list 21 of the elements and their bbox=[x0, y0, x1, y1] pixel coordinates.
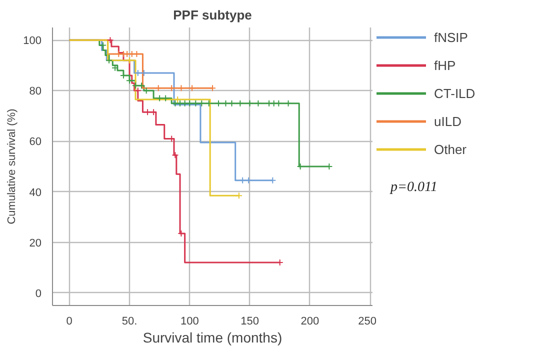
text: p=0.011 bbox=[390, 180, 438, 195]
x-tick-label: 200 bbox=[300, 316, 320, 328]
y-tick-label: 20 bbox=[29, 237, 42, 250]
x-tick-label: 250 bbox=[358, 316, 377, 328]
legend-label: uILD bbox=[434, 114, 462, 128]
chart-title: PPF subtype bbox=[173, 8, 252, 22]
y-tick-label: 60 bbox=[29, 136, 42, 148]
x-tick-label: 50. bbox=[122, 316, 138, 328]
legend-label: Other bbox=[434, 142, 467, 156]
legend-label: fNSIP bbox=[434, 30, 468, 44]
y-tick-label: 100 bbox=[23, 35, 42, 48]
x-tick-label: 0 bbox=[66, 316, 72, 328]
x-axis-title: Survival time (months) bbox=[142, 330, 282, 346]
x-tick-label: 150 bbox=[240, 316, 259, 328]
y-tick-label: 40 bbox=[29, 186, 42, 199]
y-tick-label: 0 bbox=[35, 288, 42, 300]
legend-label: fHP bbox=[434, 58, 456, 72]
x-tick-label: 100 bbox=[180, 316, 199, 328]
legend-label: CT-ILD bbox=[434, 86, 476, 100]
y-tick-label: 80 bbox=[29, 86, 42, 98]
y-axis-title: Cumulative survival (%) bbox=[6, 108, 18, 224]
